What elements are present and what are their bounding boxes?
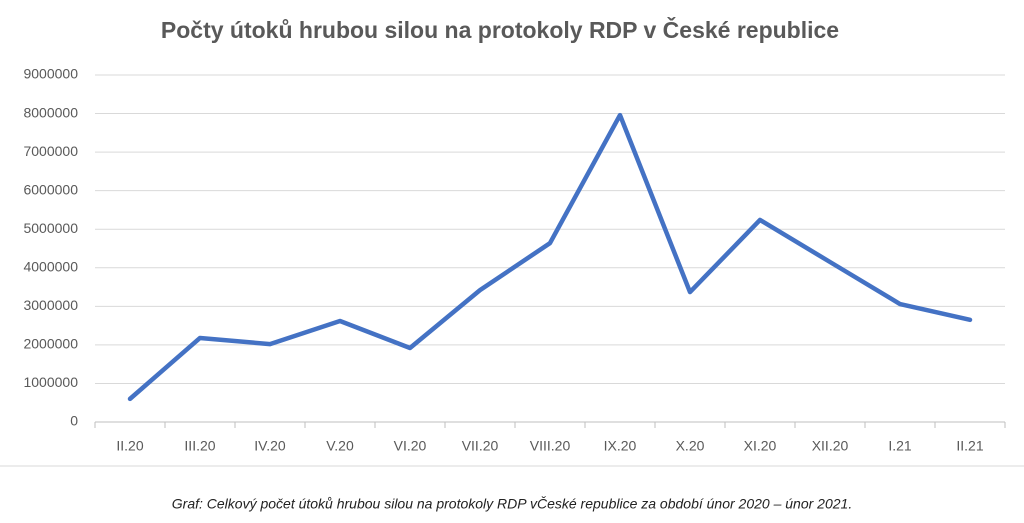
x-tick-label: VII.20 [462, 438, 499, 454]
y-tick-label: 6000000 [23, 181, 78, 197]
x-tick-label: IX.20 [604, 438, 637, 454]
x-tick-label: V.20 [326, 438, 354, 454]
caption: Graf: Celkový počet útoků hrubou silou n… [172, 496, 852, 512]
y-tick-label: 3000000 [23, 297, 78, 313]
y-tick-label: 0 [70, 413, 78, 429]
x-tick-label: VIII.20 [530, 438, 571, 454]
y-tick-label: 9000000 [23, 66, 78, 82]
y-tick-label: 2000000 [23, 336, 78, 352]
x-tick-label: II.20 [116, 438, 143, 454]
y-tick-label: 8000000 [23, 104, 78, 120]
x-tick-label: XII.20 [812, 438, 849, 454]
x-tick-label: I.21 [888, 438, 912, 454]
x-tick-label: X.20 [676, 438, 705, 454]
y-tick-label: 1000000 [23, 374, 78, 390]
x-tick-label: IV.20 [254, 438, 286, 454]
x-tick-label: II.21 [956, 438, 983, 454]
y-tick-label: 7000000 [23, 143, 78, 159]
y-tick-label: 4000000 [23, 258, 78, 274]
chart-title: Počty útoků hrubou silou na protokoly RD… [161, 16, 839, 43]
data-line [127, 112, 973, 402]
x-tick-label: III.20 [184, 438, 215, 454]
x-tick-label: XI.20 [744, 438, 777, 454]
y-tick-label: 5000000 [23, 220, 78, 236]
x-tick-label: VI.20 [394, 438, 427, 454]
